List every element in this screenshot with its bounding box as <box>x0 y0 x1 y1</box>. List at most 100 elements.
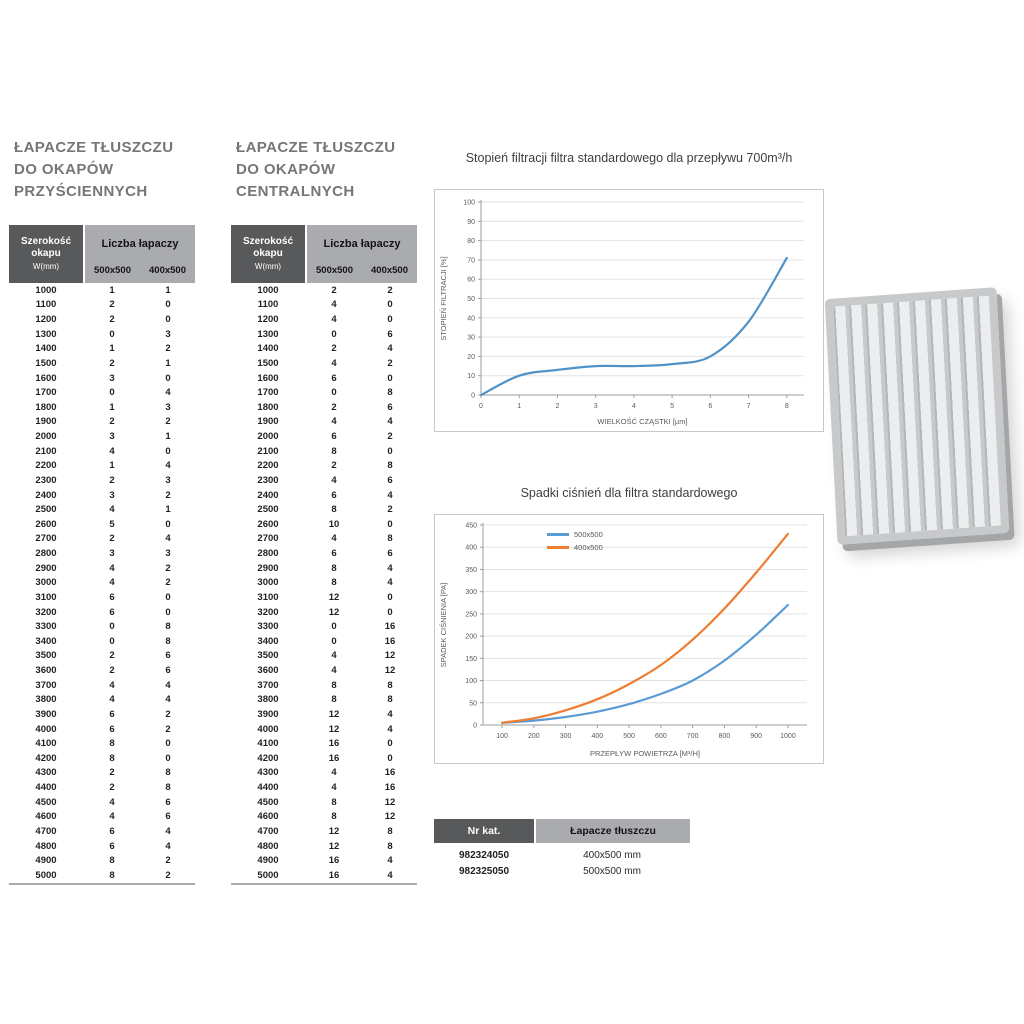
table-cell: 0 <box>109 328 115 340</box>
table-cell: 8 <box>387 840 393 852</box>
header-text: Szerokość <box>242 235 294 247</box>
svg-text:4: 4 <box>632 403 636 410</box>
table-cell: 2500 <box>35 504 57 516</box>
table-cell: 6 <box>387 328 393 340</box>
heading-line: ŁAPACZE TŁUSZCZU <box>236 139 396 156</box>
svg-text:800: 800 <box>719 733 731 740</box>
heading-line: DO OKAPÓW <box>14 161 114 178</box>
pressure-chart-legend: 500x500 400x500 <box>547 530 603 552</box>
table-cell: 0 <box>109 635 115 647</box>
size-subheader: 500x500 400x500 <box>85 262 195 283</box>
hood-table-row: 4200 8 0 <box>9 751 195 766</box>
table-cell: 6 <box>165 665 171 677</box>
table-cell: 6 <box>331 548 337 560</box>
table-cell: 0 <box>165 738 171 750</box>
svg-text:20: 20 <box>467 354 475 361</box>
table-cell: 3300 <box>35 621 57 633</box>
catalog-table: Nr kat. Łapacze tłuszczu 982324050 400x50… <box>434 819 690 879</box>
hood-table-row: 1200 4 0 <box>231 312 417 327</box>
catalog-row: 982324050 400x500 mm <box>434 847 690 863</box>
table-cell: 2000 <box>257 431 279 443</box>
table-cell: 0 <box>387 299 393 311</box>
table-cell: 6 <box>387 474 393 486</box>
hood-table-row: 1500 4 2 <box>231 356 417 371</box>
table-cell: 2900 <box>257 562 279 574</box>
svg-text:0: 0 <box>473 723 477 730</box>
table-cell: 2 <box>387 504 393 516</box>
hood-table-row: 4800 6 4 <box>9 839 195 854</box>
hood-width-header: Szerokość okapu W(mm) <box>231 225 305 283</box>
table-cell: 2 <box>165 723 171 735</box>
table-cell: 4700 <box>257 825 279 837</box>
table-cell: 3900 <box>35 708 57 720</box>
table-cell: 5000 <box>35 869 57 881</box>
table-cell: 3100 <box>35 591 57 603</box>
table-cell: 0 <box>165 299 171 311</box>
table-cell: 4700 <box>35 825 57 837</box>
hood-table-row: 3600 4 12 <box>231 663 417 678</box>
table-cell: 6 <box>109 825 115 837</box>
hood-table-row: 4700 6 4 <box>9 824 195 839</box>
hood-table-row: 1700 0 4 <box>9 385 195 400</box>
table-cell: 2200 <box>35 460 57 472</box>
grease-traps-header: Łapacze tłuszczu <box>536 819 690 843</box>
table-cell: 3000 <box>257 577 279 589</box>
table-cell: 8 <box>109 869 115 881</box>
hood-table-row: 3800 8 8 <box>231 693 417 708</box>
table-cell: 2400 <box>35 489 57 501</box>
table-cell: 2 <box>109 474 115 486</box>
table-cell: 3600 <box>257 665 279 677</box>
table-cell: 4 <box>387 869 393 881</box>
legend-line-swatch <box>547 533 569 536</box>
table-cell: 0 <box>165 591 171 603</box>
table-cell: 1100 <box>257 299 279 311</box>
central-hoods-heading: ŁAPACZE TŁUSZCZU DO OKAPÓW CENTRALNYCH <box>236 137 395 203</box>
size-400x500-label: 400x500 <box>149 265 186 276</box>
table-cell: 3200 <box>257 606 279 618</box>
table-cell: 8 <box>387 825 393 837</box>
table-cell: 4 <box>331 767 337 779</box>
svg-text:300: 300 <box>465 589 477 596</box>
table-cell: 10 <box>328 518 340 530</box>
table-header: Szerokość okapu W(mm) Liczba łapaczy 500… <box>231 225 417 283</box>
svg-text:3: 3 <box>594 403 598 410</box>
table-cell: 1000 <box>257 284 279 296</box>
table-cell: 2600 <box>35 518 57 530</box>
table-cell: 4 <box>109 694 115 706</box>
hood-table-row: 3400 0 8 <box>9 634 195 649</box>
table-cell: 4 <box>331 357 337 369</box>
table-cell: 8 <box>165 782 171 794</box>
table-cell: 8 <box>331 694 337 706</box>
table-cell: 0 <box>387 606 393 618</box>
size-500x500-label: 500x500 <box>316 265 353 276</box>
hood-table-row: 3900 6 2 <box>9 707 195 722</box>
header-text: Szerokość <box>20 235 72 247</box>
table-cell: 6 <box>331 489 337 501</box>
table-cell: 6 <box>109 606 115 618</box>
table-cell: 4 <box>165 387 171 399</box>
table-cell: 2500 <box>257 504 279 516</box>
table-cell: 2 <box>331 343 337 355</box>
table-cell: 16 <box>384 767 396 779</box>
svg-text:SPADEK CIŚNIENIA [PA]: SPADEK CIŚNIENIA [PA] <box>439 583 448 668</box>
table-cell: 1 <box>109 343 115 355</box>
table-cell: 2 <box>387 357 393 369</box>
table-cell: 3700 <box>257 679 279 691</box>
table-cell: 6 <box>109 840 115 852</box>
legend-label: 400x500 <box>574 543 603 552</box>
hood-table-row: 1300 0 3 <box>9 327 195 342</box>
table-cell: 8 <box>387 460 393 472</box>
hood-table-row: 2400 6 4 <box>231 488 417 503</box>
table-cell: 16 <box>384 782 396 794</box>
hood-table-row: 3800 4 4 <box>9 693 195 708</box>
hood-table-row: 1000 1 1 <box>9 283 195 298</box>
hood-table-row: 5000 8 2 <box>9 868 195 883</box>
table-cell: 0 <box>165 445 171 457</box>
hood-table-row: 1800 2 6 <box>231 400 417 415</box>
svg-text:100: 100 <box>465 678 477 685</box>
svg-text:600: 600 <box>655 733 667 740</box>
table-cell: 5000 <box>257 869 279 881</box>
table-cell: 2600 <box>257 518 279 530</box>
table-cell: 4300 <box>257 767 279 779</box>
table-cell: 4600 <box>257 811 279 823</box>
